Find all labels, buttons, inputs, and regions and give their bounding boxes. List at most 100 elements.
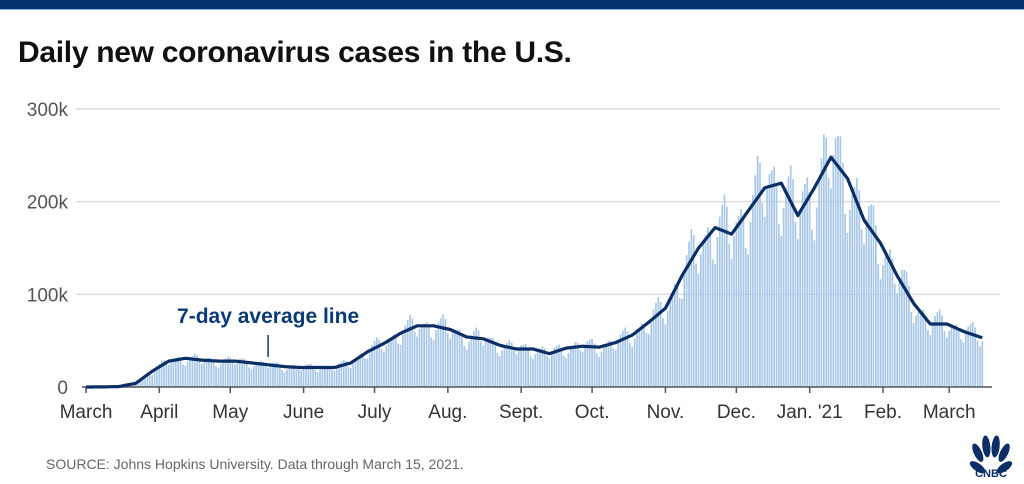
daily-cases-bar [276, 362, 279, 387]
daily-cases-bar [726, 206, 728, 387]
daily-cases-bar [402, 334, 404, 387]
daily-cases-bar [309, 363, 312, 387]
daily-cases-bar [454, 329, 456, 387]
annotation-label: 7-day average line [177, 305, 359, 328]
daily-cases-bar [796, 239, 799, 387]
daily-cases-bar [375, 337, 378, 387]
daily-cases-bar [858, 190, 861, 387]
daily-cases-bar [593, 343, 596, 387]
x-tick-label: May [212, 402, 248, 423]
x-tick-label: March [60, 402, 113, 423]
daily-cases-bar [333, 370, 336, 387]
daily-cases-bar [517, 348, 520, 387]
daily-cases-bar [385, 345, 388, 387]
daily-cases-bar [617, 340, 619, 387]
daily-cases-bar [435, 330, 437, 387]
daily-cases-bar [643, 323, 645, 387]
daily-cases-bar [598, 356, 601, 387]
daily-cases-bar [834, 137, 837, 387]
daily-cases-bar [872, 205, 875, 387]
daily-cases-bar [889, 249, 891, 387]
daily-cases-bar [338, 363, 340, 387]
daily-cases-bar [903, 269, 906, 387]
daily-cases-bar [659, 301, 662, 387]
daily-cases-bar [707, 227, 709, 387]
daily-cases-bar [733, 236, 735, 387]
daily-cases-bar [548, 358, 551, 387]
daily-cases-bar [844, 213, 846, 387]
daily-cases-bar [941, 315, 943, 387]
daily-cases-bar [721, 204, 723, 387]
daily-cases-bar [683, 274, 686, 387]
daily-cases-bar [607, 340, 610, 387]
daily-cases-bar [184, 365, 187, 387]
daily-cases-bar [484, 339, 487, 387]
daily-cases-bar [394, 335, 397, 387]
daily-cases-bar [189, 357, 191, 387]
daily-cases-bar [785, 187, 787, 387]
daily-cases-bar [657, 297, 660, 387]
daily-cases-bar [638, 328, 641, 387]
daily-cases-bar [898, 277, 901, 387]
daily-cases-bar [345, 361, 347, 387]
daily-cases-bar [477, 330, 480, 387]
daily-cases-bar [671, 293, 674, 387]
daily-cases-bar [851, 194, 854, 387]
x-tick-label: Sept. [499, 402, 543, 423]
daily-cases-bar [562, 355, 565, 387]
daily-cases-bar [610, 341, 612, 387]
daily-cases-bar [480, 341, 482, 387]
daily-cases-bar [335, 366, 338, 387]
daily-cases-bar [177, 357, 180, 387]
daily-cases-bar [711, 259, 714, 387]
daily-cases-bar [702, 241, 705, 387]
daily-cases-bar [976, 340, 979, 387]
daily-cases-bar [964, 333, 967, 387]
daily-cases-bar [830, 188, 832, 387]
daily-cases-bar [813, 240, 816, 387]
daily-cases-bar [472, 331, 475, 387]
svg-text:CNBC: CNBC [975, 468, 1007, 478]
daily-cases-bar [945, 337, 948, 387]
daily-cases-bar [908, 286, 910, 387]
daily-cases-bar [250, 369, 253, 387]
y-tick-label: 100k [27, 285, 69, 306]
daily-cases-bar [754, 175, 757, 387]
daily-cases-bar [740, 209, 742, 387]
daily-cases-bar [186, 361, 189, 387]
daily-cases-bar [267, 367, 269, 387]
x-tick-label: Feb. [864, 402, 902, 423]
daily-cases-bar [307, 364, 310, 387]
daily-cases-bar [349, 368, 352, 387]
daily-cases-bar [520, 345, 522, 387]
daily-cases-bar [489, 337, 492, 387]
daily-cases-bar [577, 343, 579, 387]
daily-cases-bar [955, 324, 958, 387]
daily-cases-bar [371, 344, 373, 387]
daily-cases-bar [929, 335, 932, 387]
daily-cases-bar [357, 357, 359, 387]
daily-cases-bar [260, 360, 262, 387]
daily-cases-bar [555, 346, 558, 387]
daily-cases-bar [950, 327, 953, 387]
daily-cases-bar [245, 361, 248, 387]
daily-cases-bar [354, 360, 357, 387]
daily-cases-bar [669, 300, 671, 387]
x-tick-label: Jan. '21 [777, 402, 843, 423]
daily-cases-bar [553, 347, 556, 387]
daily-cases-bar [884, 257, 887, 387]
daily-cases-bar [279, 364, 281, 387]
daily-cases-bar [695, 263, 697, 387]
daily-cases-bar [399, 344, 402, 387]
daily-cases-bar [404, 325, 407, 387]
daily-cases-bar [910, 311, 913, 387]
daily-cases-bar [595, 353, 598, 387]
daily-cases-bar [650, 320, 653, 387]
daily-cases-bar [461, 335, 463, 387]
daily-cases-bar [922, 309, 925, 387]
daily-cases-bar [811, 229, 813, 387]
daily-cases-bar [953, 326, 955, 387]
daily-cases-bar [314, 370, 317, 387]
daily-cases-bar [704, 235, 707, 387]
